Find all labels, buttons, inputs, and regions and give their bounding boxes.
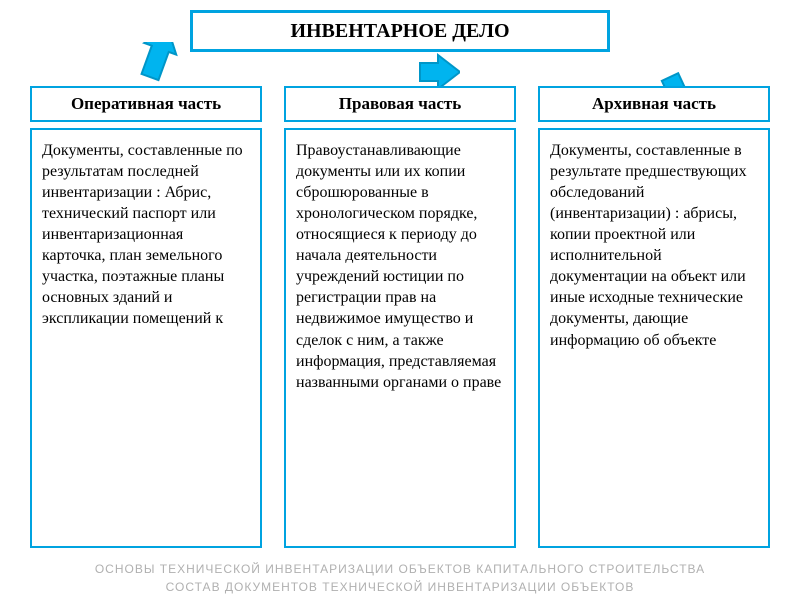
column-body-archive: Документы, составленные в результате пре… bbox=[538, 128, 770, 548]
footer-line-1: ОСНОВЫ ТЕХНИЧЕСКОЙ ИНВЕНТАРИЗАЦИИ ОБЪЕКТ… bbox=[0, 562, 800, 576]
columns-container: Оперативная часть Документы, составленны… bbox=[30, 86, 770, 548]
column-header-legal: Правовая часть bbox=[284, 86, 516, 122]
column-legal: Правовая часть Правоустанавливающие доку… bbox=[284, 86, 516, 548]
column-archive: Архивная часть Документы, составленные в… bbox=[538, 86, 770, 548]
column-header-operational: Оперативная часть bbox=[30, 86, 262, 122]
root-title-box: ИНВЕНТАРНОЕ ДЕЛО bbox=[190, 10, 610, 52]
footer-line-2: СОСТАВ ДОКУМЕНТОВ ТЕХНИЧЕСКОЙ ИНВЕНТАРИЗ… bbox=[0, 580, 800, 594]
column-header-archive: Архивная часть bbox=[538, 86, 770, 122]
column-body-legal: Правоустанавливающие документы или их ко… bbox=[284, 128, 516, 548]
column-operational: Оперативная часть Документы, составленны… bbox=[30, 86, 262, 548]
column-body-operational: Документы, составленные по результатам п… bbox=[30, 128, 262, 548]
